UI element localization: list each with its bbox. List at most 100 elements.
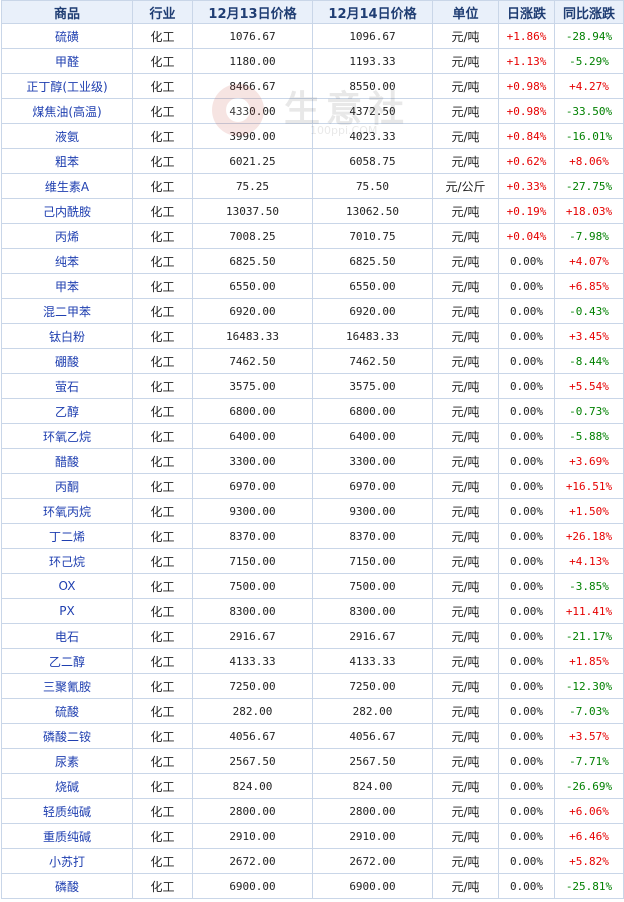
yoy-change-cell: +6.06% (554, 798, 624, 824)
industry-cell: 化工 (132, 223, 193, 249)
daily-change-cell: 0.00% (498, 498, 555, 524)
yoy-change-cell: +4.27% (554, 73, 624, 99)
yoy-change-cell: +3.69% (554, 448, 624, 474)
commodity-name[interactable]: 甲苯 (1, 273, 133, 299)
unit-cell: 元/吨 (432, 798, 499, 824)
commodity-name[interactable]: 己内酰胺 (1, 198, 133, 224)
yoy-change-cell: +3.45% (554, 323, 624, 349)
industry-cell: 化工 (132, 498, 193, 524)
table-body: 硫磺 化工 1076.67 1096.67 元/吨 +1.86% -28.94% 甲醛 化工 11… (1, 23, 624, 899)
price-dec14-cell: 6058.75 (312, 148, 433, 174)
daily-change-cell: +0.98% (498, 73, 555, 99)
commodity-name[interactable]: 丙烯 (1, 223, 133, 249)
unit-cell: 元/吨 (432, 348, 499, 374)
table-row: 正丁醇(工业级) 化工 8466.67 8550.00 元/吨 +0.98% +4.27% (1, 73, 624, 99)
price-dec14-cell: 8300.00 (312, 598, 433, 624)
yoy-change-cell: -7.03% (554, 698, 624, 724)
commodity-name[interactable]: 重质纯碱 (1, 823, 133, 849)
yoy-change-cell: +6.85% (554, 273, 624, 299)
commodity-name[interactable]: 液氨 (1, 123, 133, 149)
price-dec13-cell: 7008.25 (192, 223, 313, 249)
table-row: 环己烷 化工 7150.00 7150.00 元/吨 0.00% +4.13% (1, 548, 624, 574)
price-dec13-cell: 8300.00 (192, 598, 313, 624)
commodity-name[interactable]: 纯苯 (1, 248, 133, 274)
commodity-name[interactable]: 煤焦油(高温) (1, 98, 133, 124)
commodity-name[interactable]: 烧碱 (1, 773, 133, 799)
table-row: 小苏打 化工 2672.00 2672.00 元/吨 0.00% +5.82% (1, 848, 624, 874)
yoy-change-cell: +4.13% (554, 548, 624, 574)
industry-cell: 化工 (132, 598, 193, 624)
industry-cell: 化工 (132, 748, 193, 774)
commodity-name[interactable]: 磷酸二铵 (1, 723, 133, 749)
yoy-change-cell: +1.85% (554, 648, 624, 674)
commodity-name[interactable]: 环氧乙烷 (1, 423, 133, 449)
commodity-name[interactable]: 甲醛 (1, 48, 133, 74)
commodity-name[interactable]: 乙二醇 (1, 648, 133, 674)
industry-cell: 化工 (132, 298, 193, 324)
commodity-name[interactable]: 乙醇 (1, 398, 133, 424)
yoy-change-cell: +5.82% (554, 848, 624, 874)
daily-change-cell: +0.04% (498, 223, 555, 249)
yoy-change-cell: -21.17% (554, 623, 624, 649)
unit-cell: 元/吨 (432, 323, 499, 349)
unit-cell: 元/吨 (432, 423, 499, 449)
unit-cell: 元/吨 (432, 623, 499, 649)
commodity-name[interactable]: 轻质纯碱 (1, 798, 133, 824)
price-dec14-cell: 4056.67 (312, 723, 433, 749)
daily-change-cell: 0.00% (498, 823, 555, 849)
table-row: 混二甲苯 化工 6920.00 6920.00 元/吨 0.00% -0.43% (1, 298, 624, 324)
commodity-name[interactable]: 丁二烯 (1, 523, 133, 549)
commodity-name[interactable]: 小苏打 (1, 848, 133, 874)
commodity-name[interactable]: 混二甲苯 (1, 298, 133, 324)
commodity-name[interactable]: PX (1, 598, 133, 624)
commodity-name[interactable]: 尿素 (1, 748, 133, 774)
unit-cell: 元/吨 (432, 548, 499, 574)
daily-change-cell: 0.00% (498, 423, 555, 449)
unit-cell: 元/吨 (432, 523, 499, 549)
commodity-name[interactable]: 正丁醇(工业级) (1, 73, 133, 99)
price-dec14-cell: 2567.50 (312, 748, 433, 774)
table-row: 萤石 化工 3575.00 3575.00 元/吨 0.00% +5.54% (1, 373, 624, 399)
yoy-change-cell: -0.73% (554, 398, 624, 424)
daily-change-cell: 0.00% (498, 348, 555, 374)
commodity-name[interactable]: 硼酸 (1, 348, 133, 374)
commodity-name[interactable]: 磷酸 (1, 873, 133, 899)
header-daily-change: 日涨跌 (498, 0, 555, 24)
table-row: 醋酸 化工 3300.00 3300.00 元/吨 0.00% +3.69% (1, 448, 624, 474)
commodity-name[interactable]: 硫酸 (1, 698, 133, 724)
commodity-name[interactable]: 丙酮 (1, 473, 133, 499)
table-row: 重质纯碱 化工 2910.00 2910.00 元/吨 0.00% +6.46% (1, 823, 624, 849)
daily-change-cell: 0.00% (498, 248, 555, 274)
price-dec14-cell: 3575.00 (312, 373, 433, 399)
commodity-name[interactable]: 醋酸 (1, 448, 133, 474)
yoy-change-cell: +16.51% (554, 473, 624, 499)
unit-cell: 元/吨 (432, 23, 499, 49)
daily-change-cell: 0.00% (498, 573, 555, 599)
daily-change-cell: +1.13% (498, 48, 555, 74)
commodity-name[interactable]: 萤石 (1, 373, 133, 399)
commodity-name[interactable]: 硫磺 (1, 23, 133, 49)
daily-change-cell: 0.00% (498, 773, 555, 799)
commodity-name[interactable]: 钛白粉 (1, 323, 133, 349)
commodity-name[interactable]: 电石 (1, 623, 133, 649)
commodity-name[interactable]: 环氧丙烷 (1, 498, 133, 524)
commodity-name[interactable]: 三聚氰胺 (1, 673, 133, 699)
commodity-name[interactable]: OX (1, 573, 133, 599)
unit-cell: 元/吨 (432, 723, 499, 749)
table-row: 乙二醇 化工 4133.33 4133.33 元/吨 0.00% +1.85% (1, 648, 624, 674)
industry-cell: 化工 (132, 373, 193, 399)
commodity-name[interactable]: 环己烷 (1, 548, 133, 574)
daily-change-cell: 0.00% (498, 873, 555, 899)
daily-change-cell: 0.00% (498, 448, 555, 474)
unit-cell: 元/吨 (432, 698, 499, 724)
industry-cell: 化工 (132, 823, 193, 849)
commodity-name[interactable]: 维生素A (1, 173, 133, 199)
price-dec13-cell: 7150.00 (192, 548, 313, 574)
daily-change-cell: 0.00% (498, 398, 555, 424)
industry-cell: 化工 (132, 273, 193, 299)
price-dec13-cell: 3300.00 (192, 448, 313, 474)
unit-cell: 元/吨 (432, 473, 499, 499)
price-dec14-cell: 9300.00 (312, 498, 433, 524)
commodity-name[interactable]: 粗苯 (1, 148, 133, 174)
yoy-change-cell: -33.50% (554, 98, 624, 124)
